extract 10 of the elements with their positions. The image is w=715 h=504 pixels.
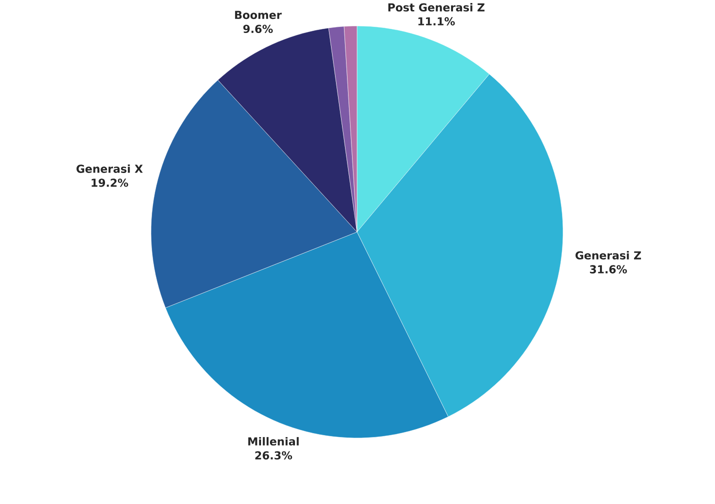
data-label: 9.6% <box>243 24 273 34</box>
slice-label: Generasi Z <box>576 251 641 260</box>
data-label: 31.6% <box>590 265 627 274</box>
slice-label: Boomer <box>235 10 282 20</box>
slice-label: Generasi X <box>76 164 143 173</box>
slice-label: Post Generasi Z <box>388 3 484 12</box>
slice-label: Millenial <box>248 437 299 446</box>
data-label: 26.3% <box>255 451 292 460</box>
data-label: 11.1% <box>418 17 455 26</box>
data-label: 19.2% <box>92 178 128 187</box>
